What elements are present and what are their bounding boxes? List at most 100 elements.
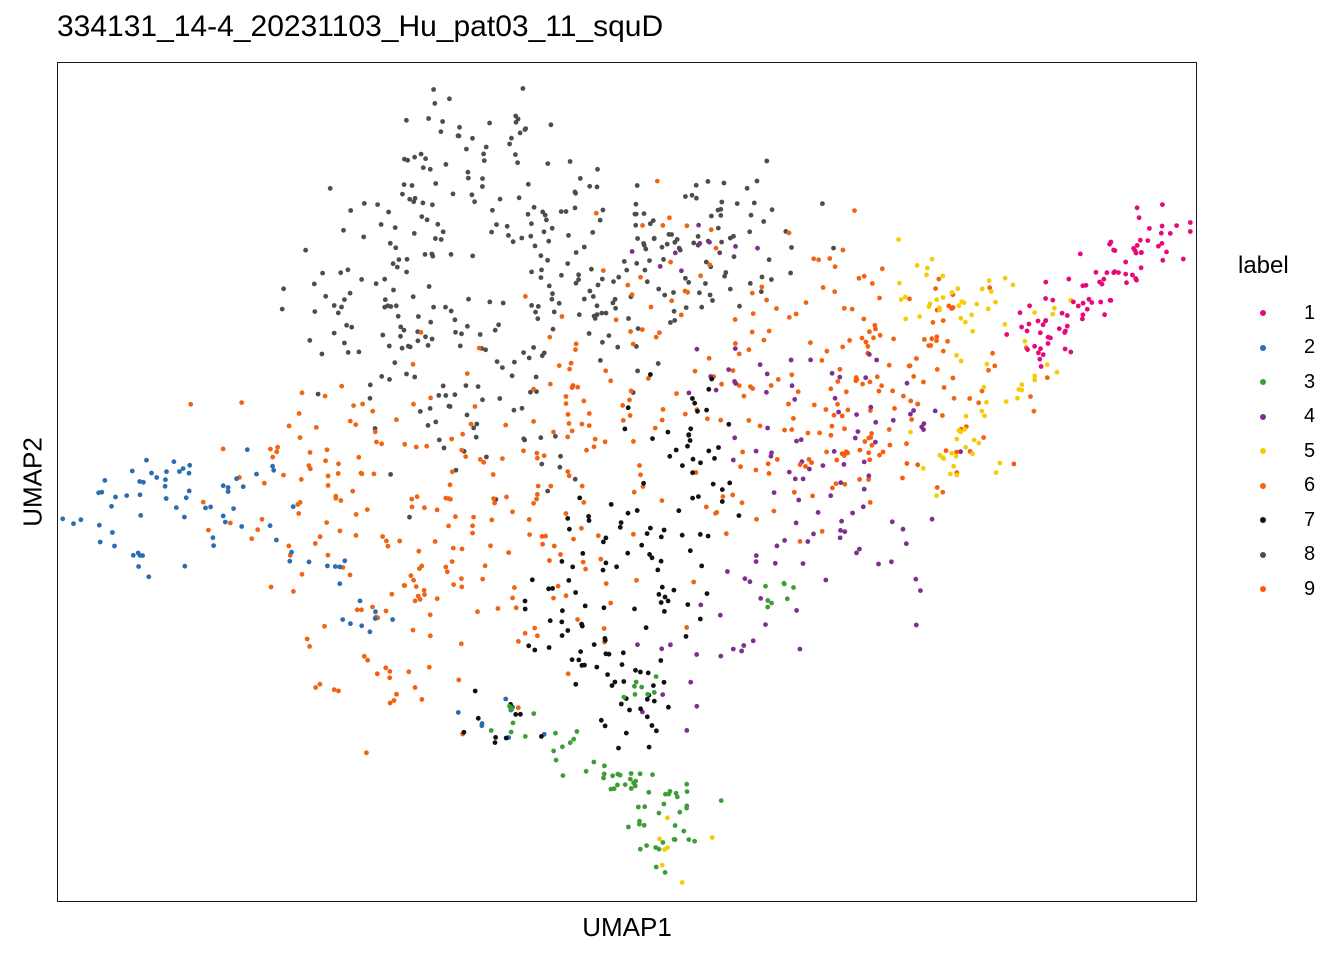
scatter-point-cluster-6 <box>816 257 821 263</box>
scatter-point-cluster-6 <box>543 533 548 539</box>
scatter-point-cluster-8 <box>393 303 399 309</box>
scatter-point-cluster-6 <box>659 498 665 503</box>
scatter-point-cluster-3 <box>642 804 648 810</box>
scatter-point-cluster-5 <box>986 278 992 283</box>
scatter-point-cluster-6 <box>740 449 745 455</box>
scatter-point-cluster-1 <box>1017 310 1023 316</box>
scatter-point-cluster-7 <box>603 535 609 541</box>
scatter-point-cluster-6 <box>682 411 688 417</box>
scatter-point-cluster-8 <box>641 211 647 217</box>
scatter-point-cluster-3 <box>684 805 689 811</box>
scatter-point-cluster-6 <box>410 361 416 367</box>
scatter-point-cluster-6 <box>749 329 755 335</box>
scatter-point-cluster-9 <box>934 334 940 340</box>
scatter-point-cluster-2 <box>211 543 217 548</box>
scatter-point-cluster-1 <box>1136 215 1142 221</box>
scatter-point-cluster-4 <box>932 408 938 414</box>
legend-swatch-6 <box>1260 482 1266 489</box>
scatter-point-cluster-6 <box>350 488 356 494</box>
scatter-point-cluster-4 <box>789 383 795 389</box>
scatter-point-cluster-6 <box>401 583 407 588</box>
scatter-point-cluster-7 <box>601 605 607 611</box>
scatter-point-cluster-2 <box>348 621 353 627</box>
scatter-point-cluster-6 <box>879 383 884 389</box>
scatter-point-cluster-8 <box>522 127 528 132</box>
scatter-point-cluster-9 <box>880 449 886 455</box>
scatter-point-cluster-8 <box>533 374 539 380</box>
scatter-point-cluster-6 <box>669 298 675 304</box>
scatter-point-cluster-2 <box>173 505 179 510</box>
scatter-point-cluster-4 <box>686 390 692 396</box>
scatter-point-cluster-6 <box>503 422 509 428</box>
scatter-point-cluster-6 <box>828 386 834 392</box>
scatter-point-cluster-6 <box>449 436 455 442</box>
scatter-point-cluster-8 <box>566 233 571 238</box>
scatter-point-cluster-4 <box>908 411 913 417</box>
scatter-point-cluster-4 <box>873 439 878 445</box>
scatter-point-cluster-5 <box>976 440 982 446</box>
scatter-point-cluster-9 <box>803 464 808 469</box>
scatter-point-cluster-8 <box>751 200 757 206</box>
scatter-point-cluster-9 <box>900 475 905 481</box>
scatter-point-cluster-8 <box>405 343 411 349</box>
scatter-point-cluster-3 <box>602 763 607 769</box>
scatter-point-cluster-1 <box>1133 276 1139 281</box>
scatter-point-cluster-2 <box>171 459 177 465</box>
scatter-point-cluster-6 <box>579 525 584 531</box>
scatter-point-cluster-2 <box>71 521 76 527</box>
scatter-point-cluster-6 <box>713 245 719 251</box>
scatter-point-cluster-5 <box>963 444 968 450</box>
scatter-point-cluster-6 <box>668 259 673 265</box>
legend-label: 1 <box>1304 301 1316 324</box>
scatter-point-cluster-7 <box>638 669 643 675</box>
scatter-point-cluster-6 <box>877 332 883 338</box>
scatter-point-cluster-7 <box>623 730 629 736</box>
scatter-point-cluster-6 <box>600 268 606 273</box>
scatter-point-cluster-6 <box>869 431 874 436</box>
scatter-point-cluster-1 <box>1068 349 1074 355</box>
scatter-point-cluster-8 <box>510 239 516 245</box>
scatter-point-cluster-6 <box>383 608 389 614</box>
scatter-point-cluster-5 <box>934 297 940 303</box>
scatter-point-cluster-6 <box>339 383 345 389</box>
scatter-point-cluster-8 <box>481 151 486 157</box>
scatter-point-cluster-7 <box>704 407 709 413</box>
scatter-point-cluster-2 <box>290 504 296 510</box>
scatter-point-cluster-8 <box>496 322 501 328</box>
scatter-point-cluster-7 <box>696 494 701 499</box>
scatter-point-cluster-2 <box>186 488 192 494</box>
scatter-point-cluster-8 <box>412 154 417 160</box>
scatter-point-cluster-5 <box>955 286 961 291</box>
scatter-point-cluster-4 <box>866 473 872 479</box>
scatter-point-cluster-4 <box>828 493 834 499</box>
scatter-point-cluster-6 <box>551 543 557 549</box>
scatter-point-cluster-7 <box>658 600 664 605</box>
scatter-point-cluster-6 <box>646 376 651 381</box>
scatter-point-cluster-6 <box>307 466 313 472</box>
scatter-point-cluster-4 <box>860 504 866 510</box>
scatter-point-cluster-8 <box>404 371 409 377</box>
scatter-point-cluster-5 <box>988 289 994 294</box>
scatter-point-cluster-8 <box>412 374 418 380</box>
scatter-point-cluster-7 <box>649 555 655 561</box>
scatter-point-cluster-8 <box>438 129 444 135</box>
scatter-point-cluster-6 <box>200 499 206 505</box>
scatter-point-cluster-7 <box>676 508 682 514</box>
scatter-point-cluster-8 <box>344 322 349 328</box>
scatter-point-cluster-8 <box>641 241 647 246</box>
scatter-point-cluster-4 <box>772 560 778 566</box>
scatter-point-cluster-6 <box>448 496 453 502</box>
scatter-point-cluster-6 <box>325 483 331 488</box>
scatter-point-cluster-6 <box>803 300 809 305</box>
scatter-point-cluster-6 <box>823 407 829 412</box>
scatter-point-cluster-6 <box>654 178 660 184</box>
scatter-point-cluster-4 <box>900 526 906 532</box>
scatter-point-cluster-1 <box>1187 220 1193 225</box>
scatter-point-cluster-8 <box>515 160 520 166</box>
scatter-point-cluster-5 <box>1002 322 1008 327</box>
scatter-point-cluster-8 <box>576 272 581 278</box>
scatter-point-cluster-8 <box>399 345 405 351</box>
scatter-point-cluster-8 <box>529 221 534 227</box>
scatter-point-cluster-6 <box>753 467 759 473</box>
scatter-point-cluster-6 <box>449 469 455 475</box>
